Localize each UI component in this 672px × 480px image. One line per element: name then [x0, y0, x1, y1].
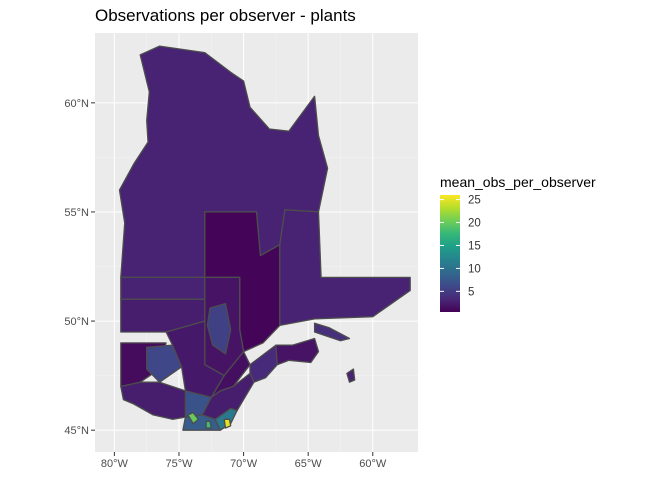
y-tick-label: 55°N [64, 207, 89, 219]
y-tick-label: 50°N [64, 316, 89, 328]
region-montreal-hotspot [187, 412, 200, 425]
region-temiscamingue-east [146, 344, 183, 383]
x-axis: 80°W 75°W 70°W 65°W 60°W [101, 452, 387, 470]
legend-title: mean_obs_per_observer [440, 174, 596, 190]
x-tick-label: 70°W [230, 458, 258, 470]
legend-break-label: 5 [468, 286, 474, 298]
y-axis: 45°N 50°N 55°N 60°N [64, 98, 95, 437]
y-tick-label: 45°N [64, 425, 89, 437]
legend-break-label: 10 [468, 263, 481, 275]
region-estrie-hotspot [223, 418, 232, 429]
legend-break-label: 15 [468, 240, 481, 252]
x-tick-label: 75°W [165, 458, 193, 470]
region-anticosti [313, 322, 351, 342]
y-tick-label: 60°N [64, 98, 89, 110]
region-outaouais [120, 381, 187, 420]
legend: mean_obs_per_observer 5 10 15 20 25 [440, 174, 596, 312]
legend-break-label: 20 [468, 218, 481, 230]
region-gaspesie [275, 337, 320, 366]
x-tick-label: 60°W [359, 458, 387, 470]
region-iles-de-la-madeleine [346, 368, 356, 383]
x-tick-label: 65°W [295, 458, 323, 470]
region-cote-nord-east [279, 209, 411, 327]
region-jamesie-south [120, 276, 206, 300]
region-monteregie-hotspot [205, 420, 212, 429]
legend-colorbar [440, 195, 460, 312]
legend-breaks: 5 10 15 20 25 [440, 195, 481, 298]
region-chaudiere-appalaches [201, 372, 255, 420]
legend-break-label: 25 [468, 195, 481, 207]
map-regions [118, 45, 411, 431]
x-tick-label: 80°W [101, 458, 129, 470]
map-title: Observations per observer - plants [95, 6, 356, 25]
region-lac-saint-jean [206, 302, 232, 355]
